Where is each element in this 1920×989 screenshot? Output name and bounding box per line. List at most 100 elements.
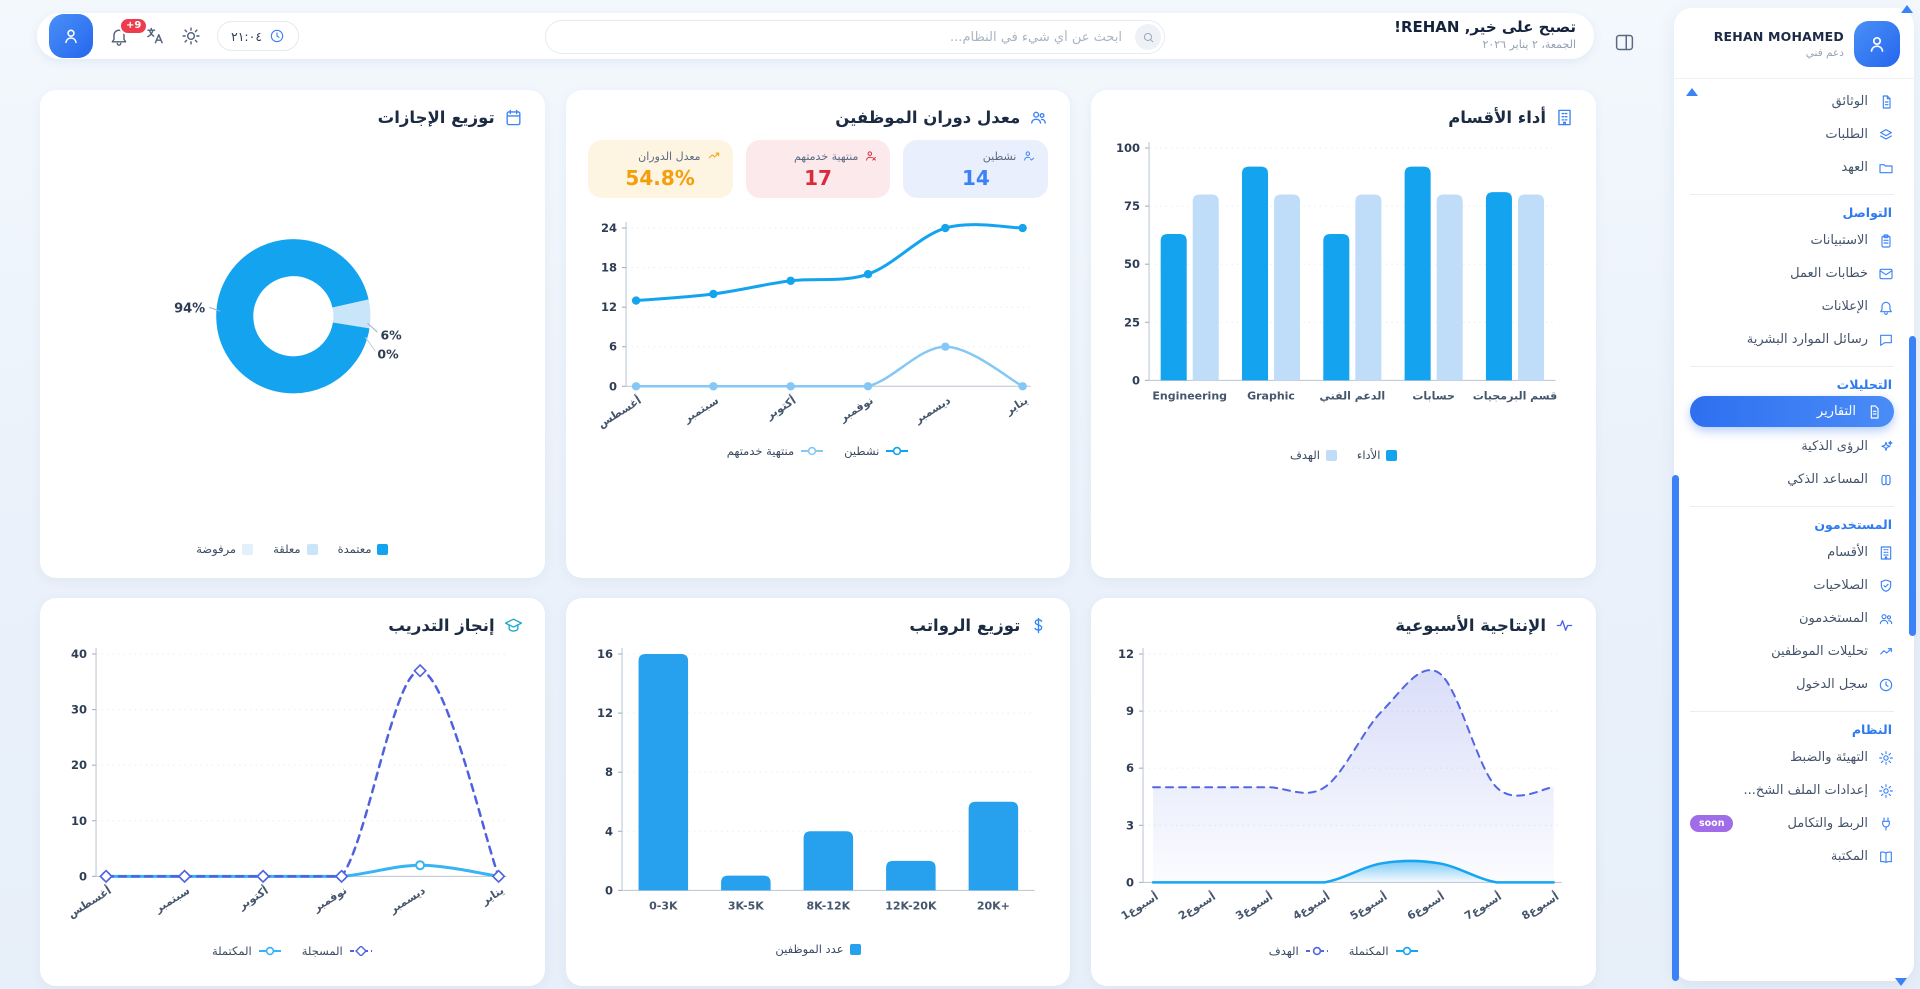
sidebar-item-mail[interactable]: خطابات العمل [1690,257,1894,290]
scroll-bottom-arrow[interactable] [1895,978,1907,986]
sidebar-scrollbar[interactable] [1672,475,1679,981]
sidebar-item-book[interactable]: المكتبة [1690,840,1894,873]
svg-text:سبتمبر: سبتمبر [152,884,192,916]
svg-text:أسبوع3: أسبوع3 [1233,889,1275,923]
svg-text:ديسمبر: ديسمبر [386,884,428,917]
sidebar-item-label: المساعد الذكي [1787,472,1868,487]
sidebar-item-layers[interactable]: الطلبات [1690,118,1894,151]
svg-text:Engineering: Engineering [1153,389,1228,402]
sidebar-item-label: الإعلانات [1821,299,1868,314]
legend-item[interactable]: الهدف [1269,944,1329,958]
legend-item[interactable]: منتهية خدمتهم [727,444,824,458]
svg-text:0: 0 [605,883,613,897]
translate-icon [145,26,165,46]
sidebar-item-shield[interactable]: الصلاحيات [1690,569,1894,602]
svg-text:12: 12 [601,300,617,314]
scroll-top-arrow[interactable] [1901,5,1913,13]
search-submit-button[interactable] [1135,24,1161,50]
sidebar-item-bell[interactable]: الإعلانات [1690,290,1894,323]
chart-leaves: 94% 6% 0% [174,239,402,394]
chart-legend: نشطين منتهية خدمتهم [588,444,1049,458]
legend-item[interactable]: المكتملة [1349,944,1419,958]
chart-area: 0 3 6 9 12 أسبوع1 أسبوع2 أسبوع3 أسبوع4 أسبوع5 أسبو… [1113,638,1574,938]
sidebar-user-avatar[interactable] [1854,21,1900,67]
legend-label: نشطين [844,444,880,459]
sidebar-item-sparkles[interactable]: الرؤى الذكية [1690,430,1894,463]
greeting-title: تصبح على خير, REHAN! [1394,18,1576,36]
sidebar-item-label: الطلبات [1825,127,1868,142]
user-avatar-button[interactable] [49,14,93,58]
sidebar-item-report[interactable]: التقارير [1690,396,1894,427]
legend-item[interactable]: الأداء [1357,448,1398,462]
legend-item[interactable]: مرفوضة [196,542,254,556]
legend-item[interactable]: المكتملة [212,944,282,958]
legend-marker [800,446,824,456]
pulse-icon [1555,616,1574,635]
svg-text:أسبوع8: أسبوع8 [1519,889,1561,923]
sidebar-section-header: التواصل [1842,205,1892,220]
legend-item[interactable]: عدد الموظفين [775,942,861,956]
svg-text:سبتمبر: سبتمبر [680,394,720,426]
sidebar-item-label: التقارير [1816,404,1856,419]
svg-text:يناير: يناير [1002,394,1030,418]
legend-item[interactable]: نشطين [844,444,909,458]
sidebar-scroll-up-arrow[interactable] [1686,88,1698,96]
sidebar-item-users[interactable]: المستخدمون [1690,602,1894,635]
notifications-button[interactable]: +9 [109,17,149,46]
gear-icon [1878,783,1894,799]
sidebar-item-building[interactable]: الأقسام [1690,536,1894,569]
sidebar-item-folder[interactable]: العهد [1690,151,1894,184]
theme-toggle-button[interactable] [181,26,201,46]
legend-label: المسجلة [301,944,343,959]
legend-label: الهدف [1289,448,1320,463]
legend-item[interactable]: معتمدة [338,542,389,556]
sidebar-item-chat[interactable]: رسائل الموارد البشرية [1690,323,1894,356]
svg-text:16: 16 [597,647,613,661]
card-title-row: الإنتاجية الأسبوعية [1113,612,1574,638]
svg-text:25: 25 [1124,315,1140,329]
svg-text:3: 3 [1126,818,1134,832]
chart-area: 0 25 50 75 100 Engineering Graphic الدعم الفني ح… [1113,130,1574,442]
svg-text:أكتوبر: أكتوبر [762,393,798,423]
legend-item[interactable]: معلقة [273,542,318,556]
sidebar-item-label: المكتبة [1830,849,1868,864]
sun-icon [181,26,201,46]
sidebar-item-clipboard[interactable]: الاستبيانات [1690,224,1894,257]
sidebar-item-trend[interactable]: تحليلات الموظفين [1690,635,1894,668]
card-title: الإنتاجية الأسبوعية [1395,615,1546,635]
gear-icon [1878,750,1894,766]
brain-icon [1878,472,1894,488]
trend-icon [707,149,721,163]
sidebar-item-label: الاستبيانات [1810,233,1868,248]
sidebar-divider [1690,506,1894,507]
sidebar-item-brain[interactable]: المساعد الذكي [1690,463,1894,496]
sidebar-item-gear[interactable]: إعدادات الملف الشخ... [1690,774,1894,807]
chart-area: 94% 6% 0% [62,130,523,480]
chat-icon [1878,332,1894,348]
building-icon [1878,545,1894,561]
sidebar-user-role: دعم فني [1805,47,1844,59]
sidebar-collapse-button[interactable] [1608,31,1641,54]
person-icon [1865,32,1889,56]
sidebar-item-label: المستخدمون [1798,611,1868,626]
sidebar-divider [1690,194,1894,195]
legend-item[interactable]: المسجلة [302,944,373,958]
language-toggle-button[interactable] [145,26,165,46]
chart-legend: الأداء الهدف [1113,448,1574,462]
search-input[interactable] [582,22,1124,52]
sidebar-item-gear[interactable]: التهيئة والضبط [1690,741,1894,774]
sidebar-item-document[interactable]: الوثائق [1690,85,1894,118]
legend-label: المكتملة [211,944,252,959]
svg-text:أسبوع1: أسبوع1 [1119,889,1161,923]
sidebar-item-clock[interactable]: سجل الدخول [1690,668,1894,701]
sidebar-item-plug[interactable]: الربط والتكامل soon [1690,807,1894,840]
stat-value: 54.8% [625,166,695,190]
sparkles-icon [1878,439,1894,455]
greeting-block: تصبح على خير, REHAN! الجمعة، ٢ يناير ٢٠٢… [1394,18,1576,51]
legend-item[interactable]: الهدف [1290,448,1337,462]
svg-text:24: 24 [601,221,617,235]
svg-text:50: 50 [1124,257,1140,271]
legend-swatch [242,543,254,555]
svg-text:0%: 0% [377,346,399,361]
page-scrollbar[interactable] [1909,336,1916,636]
